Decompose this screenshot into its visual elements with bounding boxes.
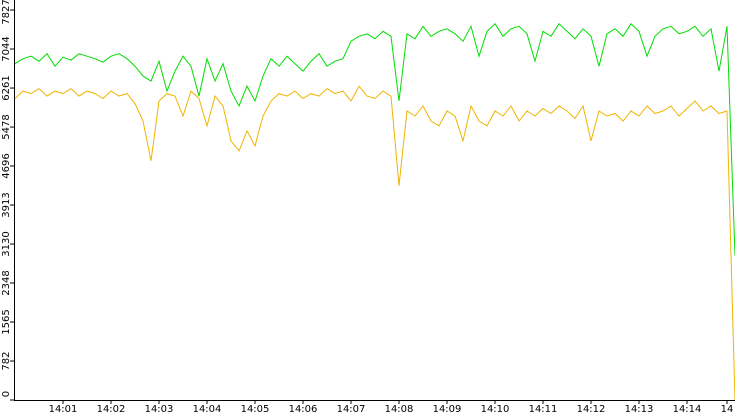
y-tick-label: 0 — [1, 391, 12, 397]
y-tick-label: 782 — [1, 351, 12, 370]
x-tick-label: 14:03 — [145, 404, 174, 415]
x-tick-label: 14:09 — [433, 404, 462, 415]
y-tick-label: 1565 — [1, 309, 12, 334]
y-tick-label: 7044 — [1, 36, 12, 61]
y-tick-label: 7827 — [1, 0, 12, 25]
y-tick-label: 4696 — [1, 153, 12, 178]
x-tick-label: 14:01 — [49, 404, 78, 415]
x-tick-label: 14 — [721, 404, 734, 415]
series-line — [14, 23, 735, 256]
y-tick-label: 5478 — [1, 114, 12, 139]
x-tick-label: 14:11 — [529, 404, 558, 415]
x-tick-label: 14:02 — [97, 404, 126, 415]
x-tick-label: 14:13 — [625, 404, 654, 415]
y-tick-label: 2348 — [1, 270, 12, 295]
x-tick-label: 14:05 — [241, 404, 270, 415]
y-tick-label: 6261 — [1, 75, 12, 100]
x-tick-label: 14:08 — [385, 404, 414, 415]
x-tick-label: 14:06 — [289, 404, 318, 415]
x-tick-label: 14:14 — [673, 404, 702, 415]
x-tick-label: 14:10 — [481, 404, 510, 415]
y-tick-label: 3130 — [1, 231, 12, 256]
y-tick-label: 3913 — [1, 192, 12, 217]
x-tick-label: 14:07 — [337, 404, 366, 415]
x-tick-label: 14:12 — [577, 404, 606, 415]
x-tick-label: 14:04 — [193, 404, 222, 415]
series-line — [14, 85, 735, 401]
